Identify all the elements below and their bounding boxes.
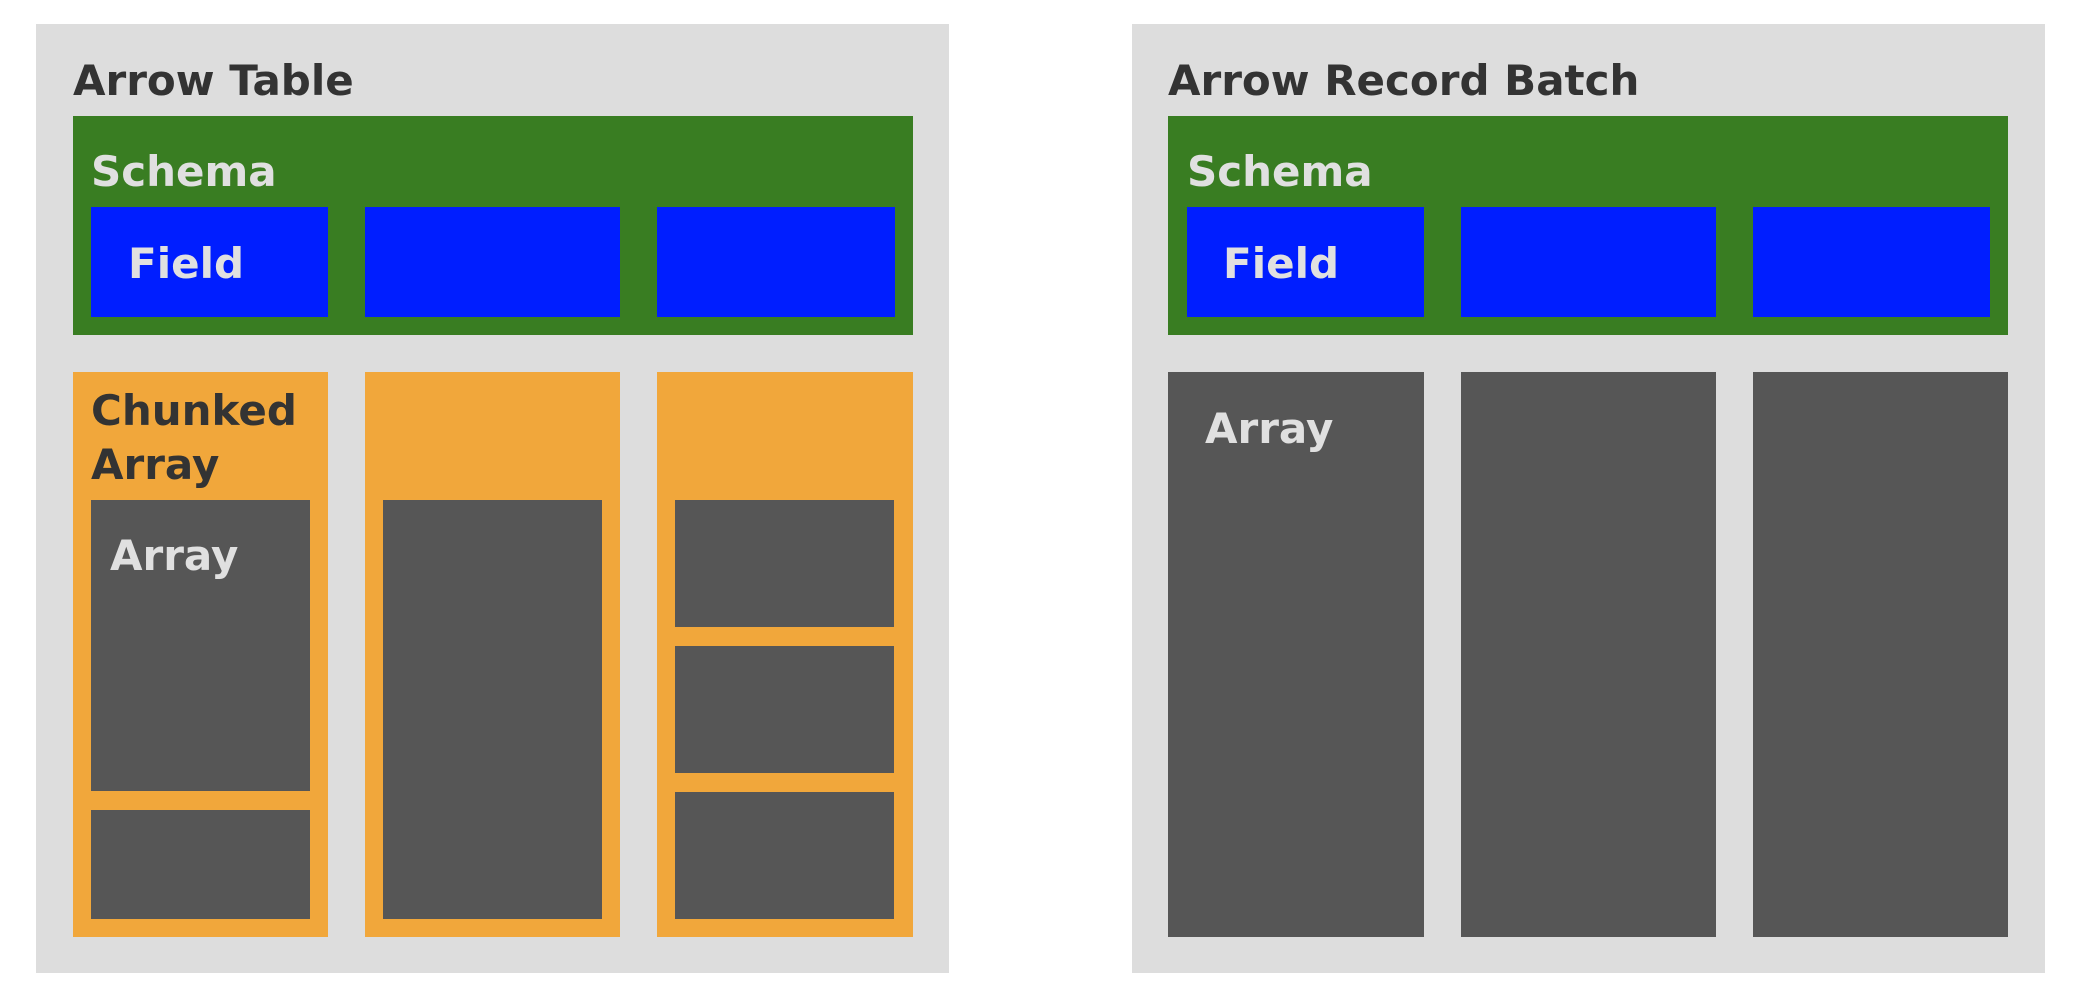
batch-field-label: Field: [1223, 239, 1340, 288]
chunked-array-2-chunk-1: [383, 500, 602, 919]
table-field-label: Field: [128, 239, 245, 288]
table-field-3: [657, 207, 895, 317]
batch-array-3: [1753, 372, 2008, 937]
arrow-record-batch-title: Arrow Record Batch: [1168, 56, 1640, 105]
chunked-array-3-chunk-3: [675, 792, 894, 919]
batch-field-1: [1187, 207, 1424, 317]
batch-field-3: [1753, 207, 1990, 317]
batch-schema-label: Schema: [1187, 147, 1373, 196]
chunked-array-3-chunk-2: [675, 646, 894, 773]
batch-array-1: [1168, 372, 1424, 937]
table-field-2: [365, 207, 620, 317]
table-array-label: Array: [110, 531, 239, 580]
chunked-array-3-chunk-1: [675, 500, 894, 627]
chunked-array-1-chunk-1: [91, 500, 310, 791]
chunked-array-label: Chunked Array: [91, 386, 297, 489]
batch-array-label: Array: [1205, 404, 1334, 453]
table-schema-label: Schema: [91, 147, 277, 196]
batch-field-2: [1461, 207, 1716, 317]
table-field-1: [91, 207, 328, 317]
batch-array-2: [1461, 372, 1716, 937]
chunked-array-1-chunk-2: [91, 810, 310, 919]
arrow-table-title: Arrow Table: [73, 56, 354, 105]
